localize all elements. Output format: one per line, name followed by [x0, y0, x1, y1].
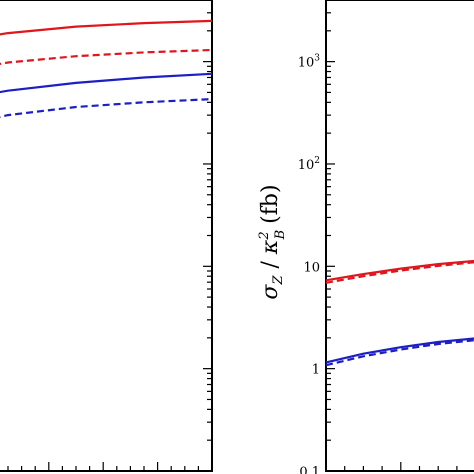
y-tick-label: 1 — [312, 363, 320, 378]
series-line-2 — [0, 48, 213, 66]
plot-frame — [0, 0, 213, 472]
right-y-axis-title: σZ / κ2B(fb) — [257, 184, 288, 299]
y-tick-label: 103 — [298, 54, 321, 71]
right-panel: 0.1 1 10 102 103 — [298, 0, 474, 474]
y-tick-label: 102 — [298, 156, 320, 173]
plot-frame — [325, 0, 474, 472]
series-line-3 — [325, 337, 474, 364]
series-line-3 — [0, 72, 213, 94]
y-tick-label: 10 — [303, 260, 320, 275]
series-line-2 — [325, 261, 474, 284]
left-panel — [0, 0, 213, 472]
series-line-1 — [0, 19, 213, 36]
series-line-4 — [0, 98, 213, 119]
y-tick-label: 0.1 — [299, 465, 320, 474]
series-line-1 — [325, 259, 474, 282]
